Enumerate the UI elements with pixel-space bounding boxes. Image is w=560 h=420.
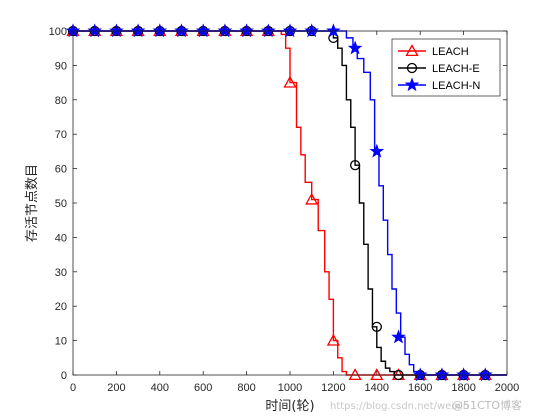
x-tick-label: 2000: [495, 382, 519, 394]
x-tick-label: 1600: [408, 382, 432, 394]
data-point-leach-n: [282, 23, 298, 38]
x-tick-label: 400: [151, 382, 169, 394]
x-tick-label: 1400: [365, 382, 389, 394]
data-point-leach-n: [109, 23, 124, 38]
axis-ticks: 0 200 400 600 800 1000 1200 1400 1600 1800 2000 0 10…: [49, 26, 520, 394]
y-tick-label: 70: [55, 129, 67, 141]
data-point-leach-n: [478, 367, 493, 382]
x-tick-label: 1000: [278, 382, 302, 394]
legend-label-leach: LEACH: [432, 46, 469, 58]
data-point-leach-n: [456, 367, 471, 382]
data-point-leach: [326, 333, 341, 346]
data-point-leach-n: [434, 367, 450, 382]
y-tick-label: 0: [61, 370, 67, 382]
watermark-text: https://blog.csdn.net/weixin: [330, 401, 469, 412]
y-tick-label: 100: [49, 26, 67, 38]
data-point-leach-n: [326, 23, 341, 38]
data-point-leach-n: [391, 329, 406, 344]
data-point-leach-n: [217, 23, 233, 38]
data-point-leach-n: [87, 23, 102, 38]
data-point-leach: [348, 368, 362, 381]
x-tick-label: 200: [107, 382, 125, 394]
y-tick-label: 80: [55, 95, 67, 107]
watermark-text-2: @51CTO博客: [452, 398, 522, 412]
data-point-leach-n: [347, 40, 363, 55]
y-axis-title: 存活节点数目: [25, 164, 40, 242]
x-tick-label: 1800: [451, 382, 475, 394]
legend-marker-leach-n: [404, 77, 420, 92]
plot-frame: [72, 30, 508, 376]
data-point-leach: [305, 192, 319, 205]
y-tick-label: 90: [55, 60, 67, 72]
data-point-leach-n: [412, 367, 428, 382]
data-point-leach-n: [195, 23, 211, 38]
data-point-leach-n: [152, 23, 168, 38]
x-tick-label: 800: [237, 382, 255, 394]
legend-label-leach-n: LEACH-N: [432, 80, 480, 92]
data-point-leach-e: [371, 321, 382, 332]
data-point-leach: [283, 75, 297, 88]
legend-label-leach-e: LEACH-E: [432, 63, 480, 75]
y-tick-label: 30: [55, 267, 67, 279]
data-point-leach-n: [239, 23, 254, 38]
legend-marker-leach-e: [406, 62, 418, 74]
legend: LEACH LEACH-E LEACH-N: [391, 38, 501, 97]
series-line-leach-e: [73, 30, 507, 376]
y-tick-label: 60: [55, 164, 67, 176]
data-point-leach-e: [349, 160, 361, 171]
y-tick-label: 10: [55, 336, 67, 348]
x-tick-label: 1200: [321, 382, 345, 394]
data-point-leach-n: [304, 23, 319, 38]
y-tick-label: 40: [55, 232, 67, 244]
x-tick-label: 0: [70, 382, 76, 394]
data-point-leach-n: [130, 23, 146, 38]
data-point-leach-n: [369, 143, 385, 158]
data-point-leach-n: [261, 23, 276, 38]
legend-marker-leach: [405, 44, 419, 57]
y-tick-label: 20: [55, 301, 67, 313]
data-point-leach: [370, 368, 384, 381]
x-tick-label: 600: [194, 382, 212, 394]
y-tick-label: 50: [55, 198, 67, 210]
data-point-leach-n: [174, 23, 189, 38]
x-axis-title: 时间(轮): [265, 399, 314, 414]
